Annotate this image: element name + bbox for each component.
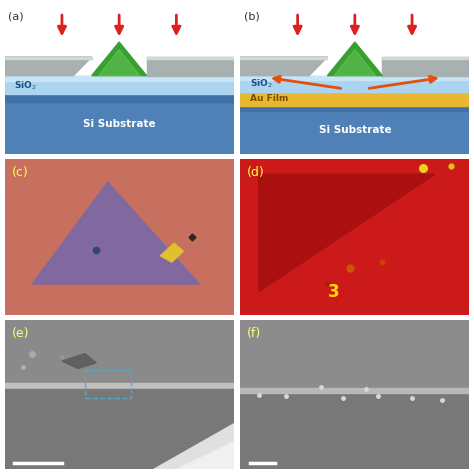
Bar	[240, 76, 469, 91]
Bar	[5, 76, 234, 81]
Polygon shape	[383, 57, 469, 59]
Polygon shape	[259, 174, 435, 292]
Bar	[5, 94, 234, 102]
Polygon shape	[160, 243, 183, 262]
Text: SiO$_2$: SiO$_2$	[250, 78, 272, 91]
Bar	[240, 391, 469, 469]
Polygon shape	[5, 57, 91, 59]
Polygon shape	[176, 441, 234, 469]
Polygon shape	[146, 57, 234, 76]
Polygon shape	[62, 354, 96, 368]
Bar	[240, 106, 469, 154]
Text: Si Substrate: Si Substrate	[83, 119, 155, 129]
Bar	[5, 76, 234, 94]
Bar	[5, 383, 234, 389]
Polygon shape	[240, 57, 328, 76]
Bar	[240, 106, 469, 111]
Polygon shape	[328, 42, 383, 76]
Bar	[240, 91, 469, 106]
Polygon shape	[99, 50, 140, 76]
Text: Au Film: Au Film	[250, 94, 288, 103]
Text: (f): (f)	[247, 328, 262, 340]
Text: 3: 3	[328, 283, 339, 301]
Polygon shape	[383, 57, 469, 76]
Text: SiO$_2$: SiO$_2$	[14, 80, 36, 92]
Bar	[240, 388, 469, 393]
Text: (e): (e)	[11, 328, 29, 340]
Bar	[240, 76, 469, 80]
Polygon shape	[91, 42, 146, 76]
Bar	[240, 320, 469, 391]
Text: (d): (d)	[247, 166, 265, 180]
Polygon shape	[154, 423, 234, 469]
Polygon shape	[240, 57, 328, 59]
Bar	[5, 94, 234, 154]
Polygon shape	[146, 57, 234, 59]
Text: (c): (c)	[11, 166, 28, 180]
Polygon shape	[334, 50, 375, 76]
Text: Si Substrate: Si Substrate	[319, 125, 391, 135]
Polygon shape	[32, 182, 199, 284]
Text: (b): (b)	[244, 11, 260, 21]
Bar	[5, 320, 234, 385]
Bar	[5, 389, 234, 469]
Polygon shape	[5, 57, 91, 76]
Bar	[85, 370, 131, 398]
Text: (a): (a)	[8, 11, 24, 21]
